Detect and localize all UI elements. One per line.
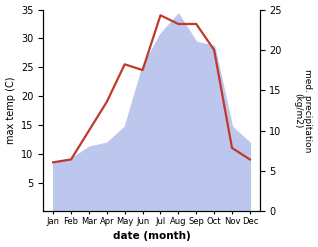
Y-axis label: max temp (C): max temp (C) [5, 77, 16, 144]
Y-axis label: med. precipitation
(kg/m2): med. precipitation (kg/m2) [293, 69, 313, 152]
X-axis label: date (month): date (month) [113, 231, 190, 242]
